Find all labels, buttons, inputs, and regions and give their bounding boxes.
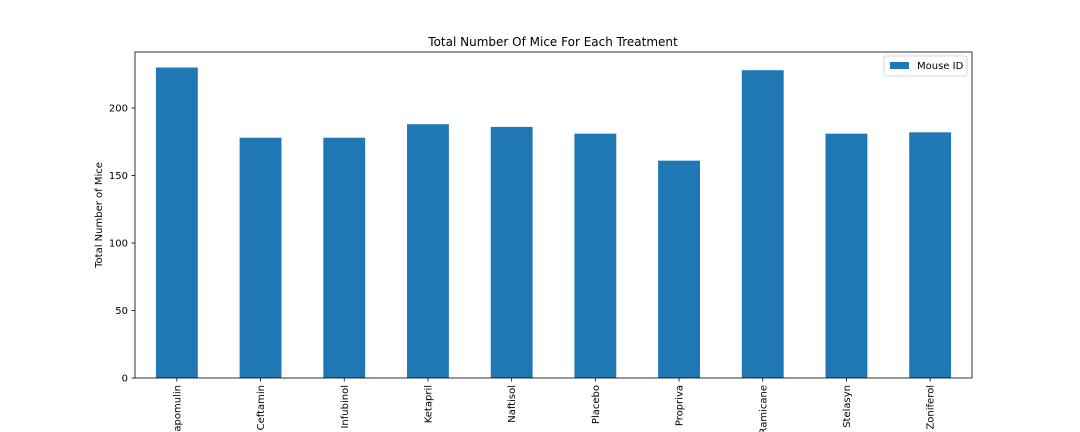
y-axis-label: Total Number of Mice: [94, 162, 105, 269]
legend-label: Mouse ID: [917, 61, 964, 72]
y-tick-label: 50: [115, 306, 128, 317]
legend: Mouse ID: [883, 55, 968, 77]
x-tick-label: Ceftamin: [256, 385, 267, 430]
x-tick-label: Naftisol: [507, 385, 518, 423]
x-tick-label: Placebo: [591, 385, 602, 424]
x-tick-label: Capomulin: [172, 385, 183, 432]
bar-propriva: [658, 160, 700, 378]
bar-ramicane: [741, 70, 784, 378]
x-tick-label: Zoniferol: [926, 385, 937, 430]
bar-infubinol: [323, 137, 366, 378]
bar-ceftamin: [239, 137, 282, 378]
bars-group: [155, 67, 952, 379]
bar-placebo: [574, 133, 617, 378]
legend-box: [883, 55, 968, 77]
x-tick-label: Infubinol: [340, 385, 351, 429]
chart-title: Total Number Of Mice For Each Treatment: [427, 35, 678, 49]
x-tick-label: Ketapril: [423, 385, 434, 423]
bar-stelasyn: [825, 133, 868, 378]
y-tick-label: 0: [122, 374, 128, 385]
y-tick-label: 150: [109, 171, 128, 182]
y-tick-label: 200: [109, 104, 128, 115]
plot-frame: [134, 51, 973, 379]
bar-naftisol: [490, 126, 533, 378]
x-tick-label: Stelasyn: [842, 385, 853, 428]
bar-ketapril: [407, 124, 449, 378]
x-tick-label: Ramicane: [758, 385, 769, 432]
y-tick-label: 100: [109, 239, 128, 250]
legend-swatch: [890, 62, 909, 69]
bar-zoniferol: [909, 132, 952, 378]
ticks-group: Capomulin Ceftamin Infubinol Ketapril Naftis…: [109, 104, 937, 432]
x-tick-label: Propriva: [675, 385, 686, 426]
bar-capomulin: [155, 67, 198, 379]
